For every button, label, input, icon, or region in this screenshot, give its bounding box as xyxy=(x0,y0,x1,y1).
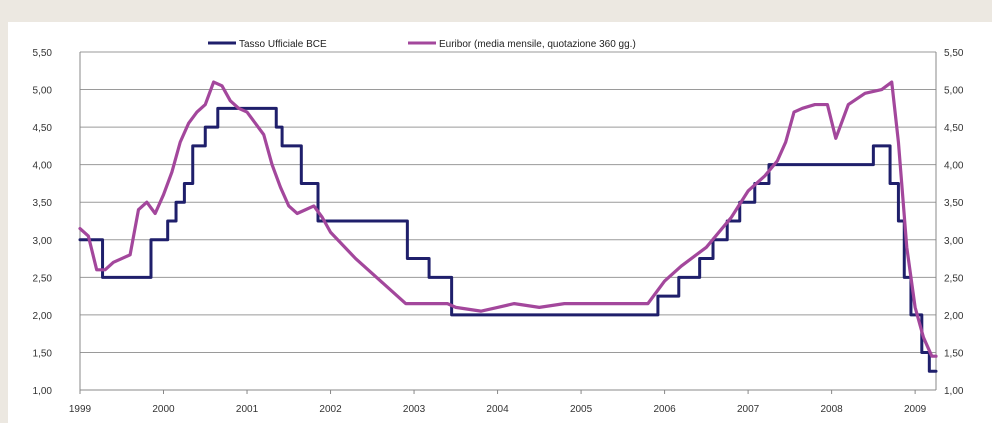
y-axis-right-ticks: 1,00 1,50 2,00 2,50 3,00 3,50 4,00 4,50 5,00 5,50 xyxy=(944,48,964,397)
chart-frame: 1,00 1,50 2,00 2,50 3,00 3,50 4,00 4,50 5,00 5,50… xyxy=(8,22,992,423)
series-lines xyxy=(78,80,938,373)
y-tick-label-left-5: 3,50 xyxy=(33,198,53,209)
x-tick-label-5: 2004 xyxy=(486,404,509,415)
y-tick-label-right-7: 4,50 xyxy=(944,123,964,134)
x-tick-label-0: 1999 xyxy=(69,404,92,415)
y-tick-label-left-0: 1,00 xyxy=(33,386,53,397)
legend-label-euribor: Euribor (media mensile, quotazione 360 g… xyxy=(439,39,636,50)
x-axis-ticks: 1999 2000 2001 2002 2003 2004 2005 2006 2007 2008… xyxy=(69,390,927,415)
x-tick-label-7: 2006 xyxy=(653,404,676,415)
y-tick-label-left-4: 3,00 xyxy=(33,236,53,247)
y-tick-label-right-2: 2,00 xyxy=(944,311,964,322)
legend-label-bce: Tasso Ufficiale BCE xyxy=(239,39,327,50)
y-tick-label-left-6: 4,00 xyxy=(33,161,53,172)
y-axis-left-ticks: 1,00 1,50 2,00 2,50 3,00 3,50 4,00 4,50 5,00 5,50 xyxy=(33,48,53,397)
y-tick-label-right-4: 3,00 xyxy=(944,236,964,247)
y-tick-label-left-7: 4,50 xyxy=(33,123,53,134)
series-line-1 xyxy=(78,80,938,358)
x-tick-label-4: 2003 xyxy=(403,404,426,415)
y-tick-label-right-1: 1,50 xyxy=(944,348,964,359)
series-line-0 xyxy=(78,106,938,373)
y-tick-label-right-3: 2,50 xyxy=(944,273,964,284)
x-tick-label-3: 2002 xyxy=(319,404,342,415)
y-tick-label-left-1: 1,50 xyxy=(33,348,53,359)
y-tick-label-right-5: 3,50 xyxy=(944,198,964,209)
x-tick-label-1: 2000 xyxy=(152,404,175,415)
y-tick-label-right-9: 5,50 xyxy=(944,48,964,59)
y-tick-label-right-6: 4,00 xyxy=(944,161,964,172)
x-tick-label-9: 2008 xyxy=(820,404,843,415)
x-tick-label-8: 2007 xyxy=(737,404,760,415)
legend: Tasso Ufficiale BCE Euribor (media mensi… xyxy=(208,39,636,50)
y-tick-label-right-8: 5,00 xyxy=(944,86,964,97)
line-chart: 1,00 1,50 2,00 2,50 3,00 3,50 4,00 4,50 5,00 5,50… xyxy=(33,39,964,415)
x-tick-label-10: 2009 xyxy=(904,404,927,415)
y-tick-label-left-8: 5,00 xyxy=(33,86,53,97)
y-tick-label-right-0: 1,00 xyxy=(944,386,964,397)
axes xyxy=(79,52,937,391)
y-tick-label-left-3: 2,50 xyxy=(33,273,53,284)
x-tick-label-2: 2001 xyxy=(236,404,259,415)
y-tick-label-left-2: 2,00 xyxy=(33,311,53,322)
x-tick-label-6: 2005 xyxy=(570,404,593,415)
y-tick-label-left-9: 5,50 xyxy=(33,48,53,59)
grid-lines xyxy=(80,51,936,391)
